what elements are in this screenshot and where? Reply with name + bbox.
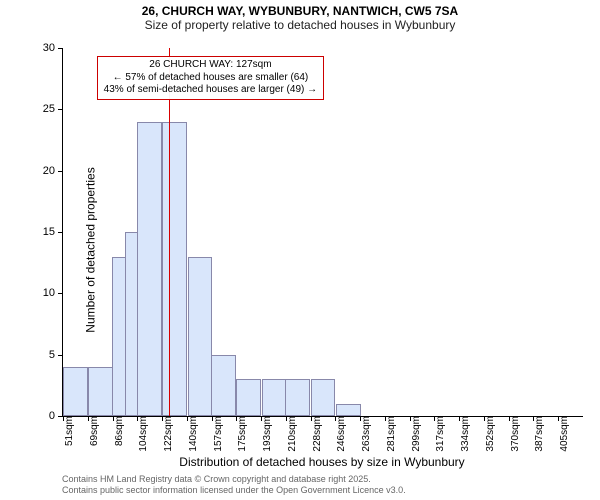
y-tick-label: 5 — [49, 349, 63, 361]
x-tick-label: 263sqm — [355, 416, 372, 452]
x-axis-label: Distribution of detached houses by size … — [62, 455, 582, 469]
x-tick-label: 228sqm — [306, 416, 323, 452]
x-tick-label: 104sqm — [132, 416, 149, 452]
property-marker-line — [169, 48, 170, 416]
title-subtitle: Size of property relative to detached ho… — [0, 18, 600, 32]
x-tick-label: 122sqm — [157, 416, 174, 452]
histogram-bar — [188, 257, 213, 416]
histogram-bar — [162, 122, 187, 416]
footnote-line1: Contains HM Land Registry data © Crown c… — [62, 474, 582, 485]
annotation-line: ← 57% of detached houses are smaller (64… — [104, 72, 317, 85]
x-tick-label: 140sqm — [182, 416, 199, 452]
x-tick-label: 387sqm — [528, 416, 545, 452]
x-tick-label: 281sqm — [380, 416, 397, 452]
histogram-bar — [88, 367, 113, 416]
y-tick-label: 30 — [43, 42, 63, 54]
x-tick-label: 69sqm — [83, 416, 100, 446]
x-tick-label: 157sqm — [207, 416, 224, 452]
x-tick-label: 405sqm — [553, 416, 570, 452]
histogram-bar — [211, 355, 236, 416]
chart-plot-area: 05101520253051sqm69sqm86sqm104sqm122sqm1… — [62, 48, 583, 417]
histogram-bar — [336, 404, 361, 416]
x-tick-label: 210sqm — [281, 416, 298, 452]
histogram-bar — [262, 379, 287, 416]
annotation-box: 26 CHURCH WAY: 127sqm← 57% of detached h… — [97, 56, 324, 100]
histogram-bar — [311, 379, 336, 416]
histogram-bar — [63, 367, 88, 416]
x-tick-label: 175sqm — [231, 416, 248, 452]
annotation-line: 43% of semi-detached houses are larger (… — [104, 84, 317, 97]
x-tick-label: 317sqm — [429, 416, 446, 452]
x-tick-label: 193sqm — [256, 416, 273, 452]
histogram-bar — [236, 379, 261, 416]
x-tick-label: 370sqm — [504, 416, 521, 452]
footnote: Contains HM Land Registry data © Crown c… — [62, 474, 582, 496]
x-tick-label: 246sqm — [330, 416, 347, 452]
annotation-line: 26 CHURCH WAY: 127sqm — [104, 59, 317, 72]
footnote-line2: Contains public sector information licen… — [62, 485, 582, 496]
x-tick-label: 86sqm — [108, 416, 125, 446]
histogram-bar — [137, 122, 162, 416]
x-tick-label: 299sqm — [405, 416, 422, 452]
y-tick-label: 15 — [43, 226, 63, 238]
title-address: 26, CHURCH WAY, WYBUNBURY, NANTWICH, CW5… — [0, 4, 600, 18]
chart-title: 26, CHURCH WAY, WYBUNBURY, NANTWICH, CW5… — [0, 4, 600, 33]
x-tick-label: 334sqm — [454, 416, 471, 452]
y-tick-label: 20 — [43, 165, 63, 177]
x-tick-label: 51sqm — [58, 416, 75, 446]
x-tick-label: 352sqm — [479, 416, 496, 452]
y-tick-label: 10 — [43, 287, 63, 299]
histogram-bar — [285, 379, 310, 416]
y-tick-label: 25 — [43, 103, 63, 115]
